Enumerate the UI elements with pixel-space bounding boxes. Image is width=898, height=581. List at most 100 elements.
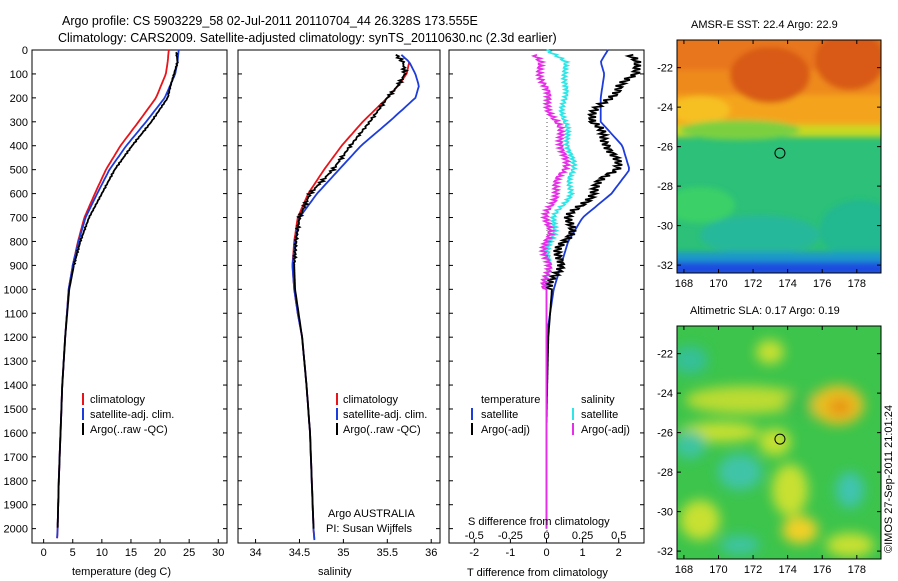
legend-temp-satellite-label: satellite [481, 409, 518, 421]
depth-tick-label: 1900 [4, 500, 28, 512]
lon-tick-label: 170 [709, 564, 727, 576]
lat-tick-label: -24 [657, 102, 673, 114]
depth-tick-label: 400 [10, 141, 28, 153]
legend-temp-argo-label: Argo(-adj) [481, 424, 530, 436]
x-tick-label: -1 [505, 547, 515, 559]
profile-line-0 [56, 49, 170, 539]
legend-climatology-label: climatology [90, 394, 146, 406]
s-difference-label: S difference from climatology [468, 516, 610, 528]
s-difference-axis: -0.5 -0.25 0 0.25 0.5 [465, 530, 627, 542]
depth-tick-label: 1400 [4, 380, 28, 392]
lon-tick-label: 168 [675, 278, 693, 290]
x-tick-label: 34.5 [289, 547, 310, 559]
sst-map-field [677, 40, 881, 273]
temperature-x-label: temperature (deg C) [72, 566, 171, 578]
x-tick-label: 36 [425, 547, 437, 559]
sla-map-title: Altimetric SLA: 0.17 Argo: 0.19 [690, 305, 840, 317]
float-owner-text: Argo AUSTRALIA [328, 508, 415, 520]
sst-map-frame [676, 39, 882, 274]
x-tick-label: 10 [96, 547, 108, 559]
depth-axis-ticks [32, 49, 644, 530]
figure-title-line1: Argo profile: CS 5903229_58 02-Jul-2011 … [62, 14, 478, 28]
s-tick-label: 0.5 [611, 530, 626, 542]
depth-tick-label: 1100 [4, 308, 28, 320]
difference-line-2 [541, 49, 579, 529]
profile-line-2 [292, 53, 410, 529]
lon-tick-label: 168 [675, 564, 693, 576]
lon-tick-label: 172 [744, 278, 762, 290]
salinity-panel-frame [237, 49, 441, 544]
s-tick-label: 0 [543, 530, 549, 542]
x-tick-label: 0 [543, 547, 549, 559]
depth-tick-label: 1600 [4, 428, 28, 440]
lat-tick-label: -30 [657, 507, 673, 519]
s-tick-label: -0.5 [465, 530, 484, 542]
sla-map-lat-axis: -22 -24 -26 -28 -30 -32 [657, 349, 881, 558]
profile-line-1 [56, 49, 180, 539]
depth-tick-label: 500 [10, 165, 28, 177]
profile-line-0 [291, 61, 411, 539]
temperature-panel-frame [31, 49, 228, 544]
sla-map-lon-axis: 168 170 172 174 176 178 [675, 326, 866, 576]
legend-satellite-label: satellite-adj. clim. [90, 409, 174, 421]
lon-tick-label: 174 [778, 278, 796, 290]
lat-tick-label: -28 [657, 467, 673, 479]
lat-tick-label: -22 [657, 349, 673, 361]
salinity-legend: climatology satellite-adj. clim. Argo(..… [336, 393, 427, 436]
x-tick-label: 34 [249, 547, 261, 559]
x-tick-label: 20 [154, 547, 166, 559]
salinity-profiles [291, 53, 420, 541]
legend-salinity-header: salinity [581, 394, 615, 406]
temperature-profiles [56, 49, 180, 539]
s-tick-label: -0.25 [498, 530, 523, 542]
lon-tick-label: 176 [813, 278, 831, 290]
temperature-legend: climatology satellite-adj. clim. Argo(..… [82, 393, 174, 436]
difference-line-1 [544, 53, 642, 529]
lat-tick-label: -26 [657, 428, 673, 440]
depth-axis: 0 100 200 300 400 500 600 700 800 900 1000 1100 1200… [4, 45, 28, 536]
temperature-x-axis: 0 5 10 15 20 25 30 [41, 539, 224, 559]
depth-tick-label: 1300 [4, 356, 28, 368]
sst-argo-location-marker [774, 147, 786, 159]
x-tick-label: 5 [70, 547, 76, 559]
sst-map-lat-axis: -22 -24 -26 -28 -30 -32 [657, 63, 881, 272]
sst-map-lon-axis: 168 170 172 174 176 178 [675, 40, 866, 290]
t-difference-label: T difference from climatology [467, 567, 608, 579]
depth-tick-label: 1000 [4, 284, 28, 296]
legend-argo-label: Argo(..raw -QC) [90, 424, 168, 436]
difference-line-3 [530, 53, 572, 529]
sla-argo-location-marker [774, 433, 786, 445]
lat-tick-label: -28 [657, 181, 673, 193]
x-tick-label: 35.5 [377, 547, 398, 559]
x-tick-label: 15 [125, 547, 137, 559]
sla-map-frame [676, 325, 882, 560]
lat-tick-label: -22 [657, 63, 673, 75]
depth-tick-label: 1500 [4, 404, 28, 416]
legend-satellite-label-2: satellite-adj. clim. [343, 409, 427, 421]
difference-legend: temperature salinity satellite Argo(-adj… [471, 394, 630, 436]
x-tick-label: 1 [580, 547, 586, 559]
t-difference-axis: -2 -1 0 1 2 [469, 539, 622, 559]
difference-line-0 [545, 49, 630, 527]
lon-tick-label: 174 [778, 564, 796, 576]
depth-tick-label: 1800 [4, 476, 28, 488]
depth-tick-label: 2000 [4, 524, 28, 536]
x-tick-label: 30 [212, 547, 224, 559]
depth-tick-label: 1700 [4, 452, 28, 464]
depth-tick-label: 800 [10, 236, 28, 248]
sla-map-field [677, 326, 881, 559]
lon-tick-label: 178 [848, 564, 866, 576]
lat-tick-label: -26 [657, 142, 673, 154]
x-tick-label: 25 [183, 547, 195, 559]
lat-tick-label: -32 [657, 260, 673, 272]
lon-tick-label: 170 [709, 278, 727, 290]
depth-tick-label: 200 [10, 93, 28, 105]
salinity-x-axis: 34 34.5 35 35.5 36 [249, 539, 437, 559]
depth-tick-label: 300 [10, 117, 28, 129]
x-tick-label: 0 [41, 547, 47, 559]
depth-tick-label: 700 [10, 213, 28, 225]
lon-tick-label: 172 [744, 564, 762, 576]
lon-tick-label: 178 [848, 278, 866, 290]
depth-tick-label: 1200 [4, 332, 28, 344]
